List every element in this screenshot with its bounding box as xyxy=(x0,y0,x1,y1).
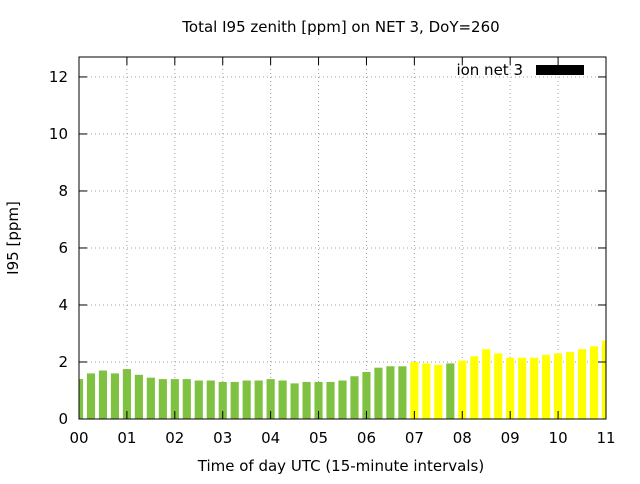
bar xyxy=(79,379,84,419)
x-tick-label: 00 xyxy=(69,429,88,447)
bar xyxy=(518,357,527,419)
bar xyxy=(110,373,120,419)
x-tick-label: 03 xyxy=(213,429,232,447)
legend: ion net 3 xyxy=(456,61,584,79)
bar xyxy=(601,340,606,419)
bar xyxy=(98,370,108,419)
bar xyxy=(122,369,131,419)
bar xyxy=(266,379,275,419)
bar xyxy=(194,380,203,419)
bar xyxy=(398,366,407,419)
bar xyxy=(589,346,599,419)
bar xyxy=(134,374,143,419)
x-tick-label: 09 xyxy=(501,429,520,447)
bar xyxy=(146,377,155,419)
x-tick-label: 10 xyxy=(549,429,568,447)
x-axis-label: Time of day UTC (15-minute intervals) xyxy=(197,457,484,475)
bar xyxy=(386,366,395,419)
bar xyxy=(410,361,419,419)
x-tick-label: 02 xyxy=(165,429,184,447)
bar xyxy=(350,376,359,419)
bar xyxy=(230,381,239,419)
bars-group xyxy=(79,340,606,419)
x-tick-label: 04 xyxy=(261,429,280,447)
bar xyxy=(542,354,551,419)
bar xyxy=(374,367,383,419)
legend-label: ion net 3 xyxy=(456,61,523,79)
bar xyxy=(326,381,335,419)
y-tick-label: 10 xyxy=(49,125,68,143)
x-tick-label: 01 xyxy=(117,429,136,447)
bar xyxy=(530,357,539,419)
bar xyxy=(182,379,191,419)
y-tick-label: 6 xyxy=(58,239,68,257)
bar xyxy=(338,380,347,419)
x-tick-label: 11 xyxy=(596,429,615,447)
y-tick-label: 0 xyxy=(58,410,68,428)
y-tick-label: 2 xyxy=(58,353,68,371)
bar xyxy=(565,352,575,419)
plot-frame xyxy=(78,56,607,420)
x-tick-label: 05 xyxy=(309,429,328,447)
bar xyxy=(86,373,96,419)
bar xyxy=(242,380,251,419)
bar xyxy=(314,381,323,419)
chart-title: Total I95 zenith [ppm] on NET 3, DoY=260 xyxy=(181,18,499,36)
y-tick-label: 8 xyxy=(58,182,68,200)
bar xyxy=(206,380,215,419)
y-axis-label: I95 [ppm] xyxy=(4,201,22,275)
y-tick-label: 12 xyxy=(49,68,68,86)
bar xyxy=(446,363,455,419)
bar xyxy=(170,379,179,419)
legend-swatch xyxy=(536,65,584,75)
bar xyxy=(554,353,563,419)
bar xyxy=(458,360,467,419)
x-tick-label: 06 xyxy=(357,429,376,447)
bar xyxy=(362,371,371,419)
bar xyxy=(482,349,491,419)
bar xyxy=(506,357,515,419)
bar xyxy=(218,381,227,419)
bar xyxy=(302,381,311,419)
bar xyxy=(434,364,443,419)
bar xyxy=(422,363,431,419)
x-tick-label: 07 xyxy=(405,429,424,447)
bar xyxy=(577,349,587,419)
bar xyxy=(158,379,167,419)
bar xyxy=(254,380,263,419)
grid-lines xyxy=(79,57,606,419)
x-tick-label: 08 xyxy=(453,429,472,447)
bar xyxy=(278,380,287,419)
y-tick-label: 4 xyxy=(58,296,68,314)
bar xyxy=(470,356,479,419)
bar xyxy=(290,383,299,419)
bar xyxy=(494,353,503,419)
